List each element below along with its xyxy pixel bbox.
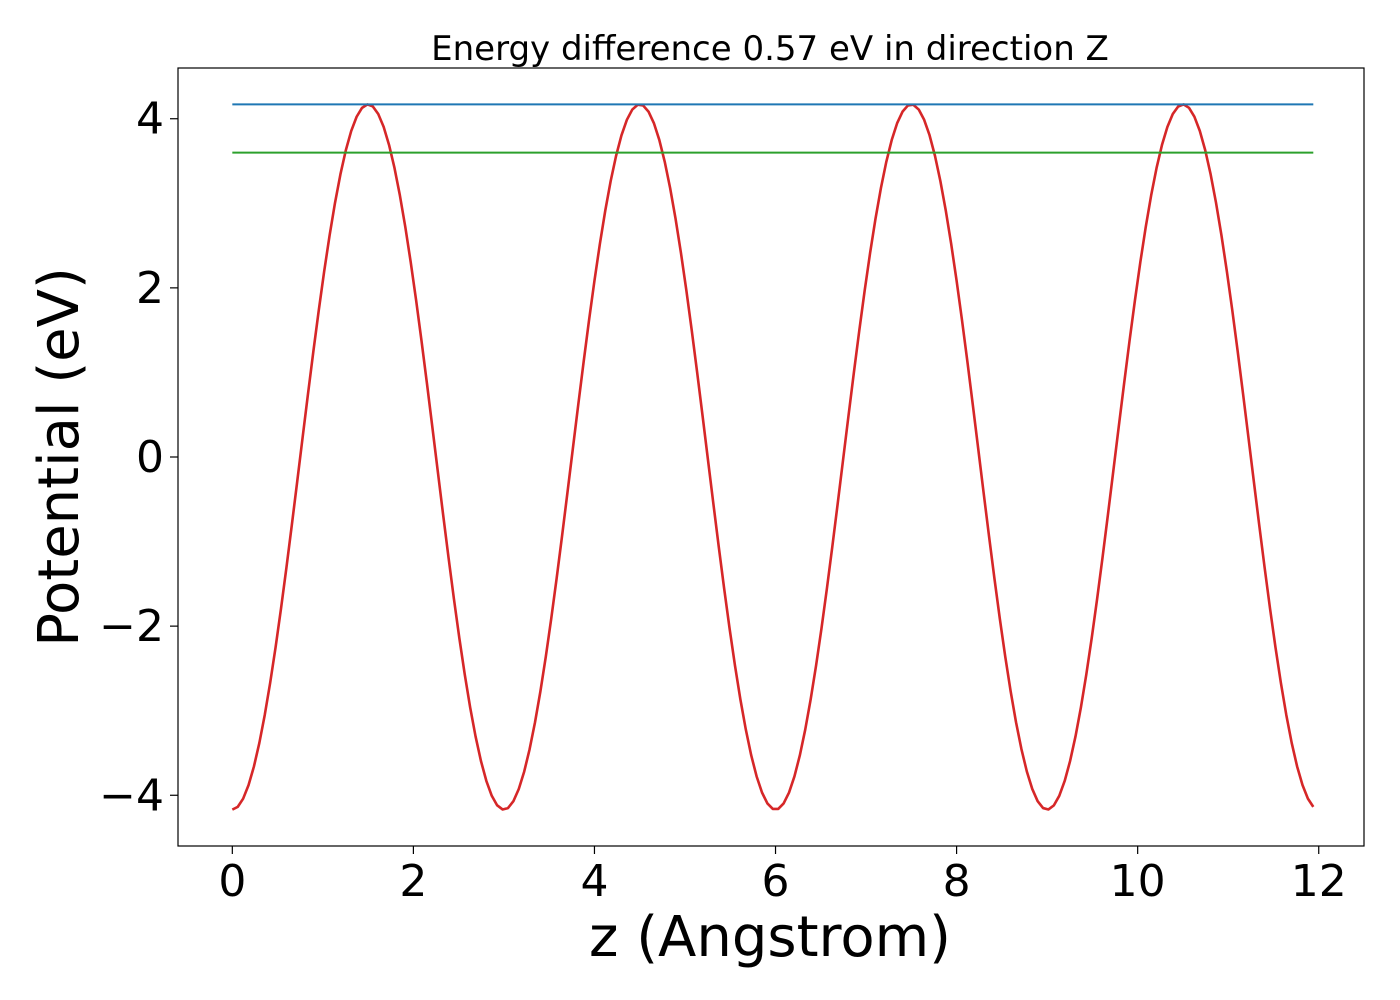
x-axis-ticks: 0 2 4 6 8 10 12 [218, 846, 1347, 907]
x-tick-label: 2 [399, 856, 427, 907]
x-tick-label: 0 [218, 856, 246, 907]
x-tick-label: 6 [762, 856, 790, 907]
plot-area-frame [177, 67, 1365, 847]
series-layer [231, 103, 1315, 811]
y-tick-label: 2 [136, 263, 164, 314]
y-tick-label: −2 [99, 601, 164, 652]
y-tick-label: 4 [136, 94, 164, 145]
y-tick-label: −4 [99, 770, 164, 821]
x-tick-label: 12 [1291, 856, 1347, 907]
x-tick-label: 8 [943, 856, 971, 907]
series-line-0 [231, 103, 1315, 811]
chart-title: Energy difference 0.57 eV in direction Z [431, 29, 1109, 69]
y-axis-label: Potential (eV) [27, 267, 92, 647]
x-axis-label: z (Angstrom) [589, 905, 951, 970]
y-axis-ticks: −4 −2 0 2 4 [99, 94, 178, 821]
x-tick-label: 10 [1110, 856, 1166, 907]
x-tick-label: 4 [580, 856, 608, 907]
y-tick-label: 0 [136, 432, 164, 483]
